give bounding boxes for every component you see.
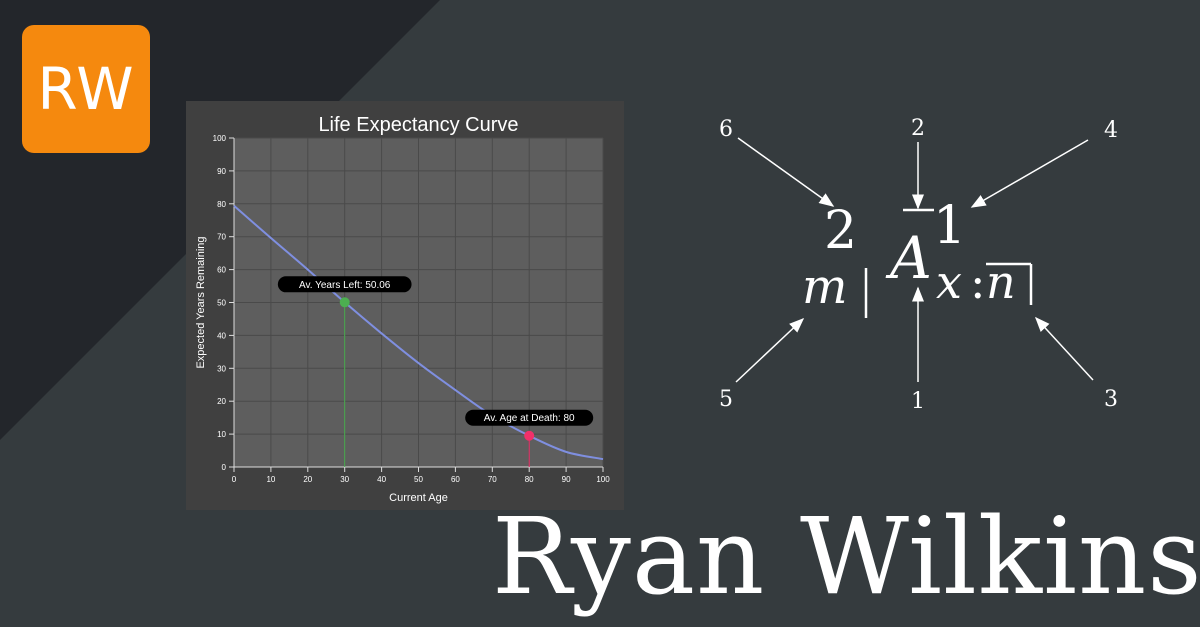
formula-subscript-x: x xyxy=(936,255,962,309)
x-tick-label: 10 xyxy=(266,475,275,484)
callout-label-1: 1 xyxy=(911,389,925,414)
chart-canvas: 0 10 20 30 40 50 60 70 80 90 100 0 10 20 30 40 50 60 70 80 9… xyxy=(195,114,610,504)
callout-label-5: 5 xyxy=(719,387,733,412)
x-tick-label: 80 xyxy=(525,475,534,484)
y-tick-label: 60 xyxy=(217,266,226,275)
x-tick-label: 30 xyxy=(340,475,349,484)
author-name: Ryan Wilkins xyxy=(492,495,1200,618)
formula-main-symbol: A xyxy=(885,224,932,292)
x-axis-label: Current Age xyxy=(389,492,448,504)
y-tick-label: 90 xyxy=(217,167,226,176)
y-tick-label: 0 xyxy=(222,463,227,472)
life-expectancy-chart: 0 10 20 30 40 50 60 70 80 90 100 0 10 20 30 40 50 60 70 80 9… xyxy=(186,101,624,510)
annotation-label-1: Av. Years Left: 50.06 xyxy=(299,280,391,291)
annotation-label-box-1 xyxy=(277,276,412,293)
x-tick-label: 0 xyxy=(232,475,237,484)
callout-label-4: 4 xyxy=(1104,118,1118,143)
x-tick-label: 90 xyxy=(562,475,571,484)
y-tick-label: 10 xyxy=(217,430,226,439)
life-expectancy-line xyxy=(233,205,604,461)
actuarial-formula-diagram: 2 A 1 m x : n 1 2 3 4 5 6 xyxy=(719,116,1118,414)
callout-arrow-6 xyxy=(737,137,835,207)
callout-arrow-3 xyxy=(1034,316,1094,381)
annotation-point-2 xyxy=(524,430,535,441)
y-axis-label: Expected Years Remaining xyxy=(195,236,207,368)
callout-label-3: 3 xyxy=(1104,387,1118,412)
y-tick-label: 50 xyxy=(217,299,226,308)
annotation-point-1 xyxy=(339,297,350,308)
y-tick-label: 100 xyxy=(213,134,227,143)
annotation-label-box-2 xyxy=(465,409,594,426)
y-tick-label: 70 xyxy=(217,233,226,242)
formula-left-subscript: m xyxy=(802,259,848,315)
x-tick-label: 20 xyxy=(303,475,312,484)
callout-label-2: 2 xyxy=(911,116,925,141)
callout-arrow-5 xyxy=(735,317,805,383)
callout-label-6: 6 xyxy=(719,117,733,142)
formula-right-superscript: 1 xyxy=(933,196,966,256)
annotation-label-2: Av. Age at Death: 80 xyxy=(484,413,575,424)
formula-left-superscript: 2 xyxy=(824,201,857,261)
x-tick-label: 70 xyxy=(488,475,497,484)
y-tick-label: 40 xyxy=(217,331,226,340)
y-tick-label: 80 xyxy=(217,200,226,209)
formula-subscript-colon: : xyxy=(970,255,986,309)
callout-arrow-4 xyxy=(970,139,1089,208)
y-tick-label: 30 xyxy=(217,364,226,373)
rw-logo[interactable]: RW xyxy=(22,25,150,153)
y-tick-label: 20 xyxy=(217,397,226,406)
x-tick-label: 100 xyxy=(596,475,610,484)
chart-title: Life Expectancy Curve xyxy=(318,114,518,136)
x-tick-label: 40 xyxy=(377,475,386,484)
x-tick-label: 60 xyxy=(451,475,460,484)
x-tick-label: 50 xyxy=(414,475,423,484)
